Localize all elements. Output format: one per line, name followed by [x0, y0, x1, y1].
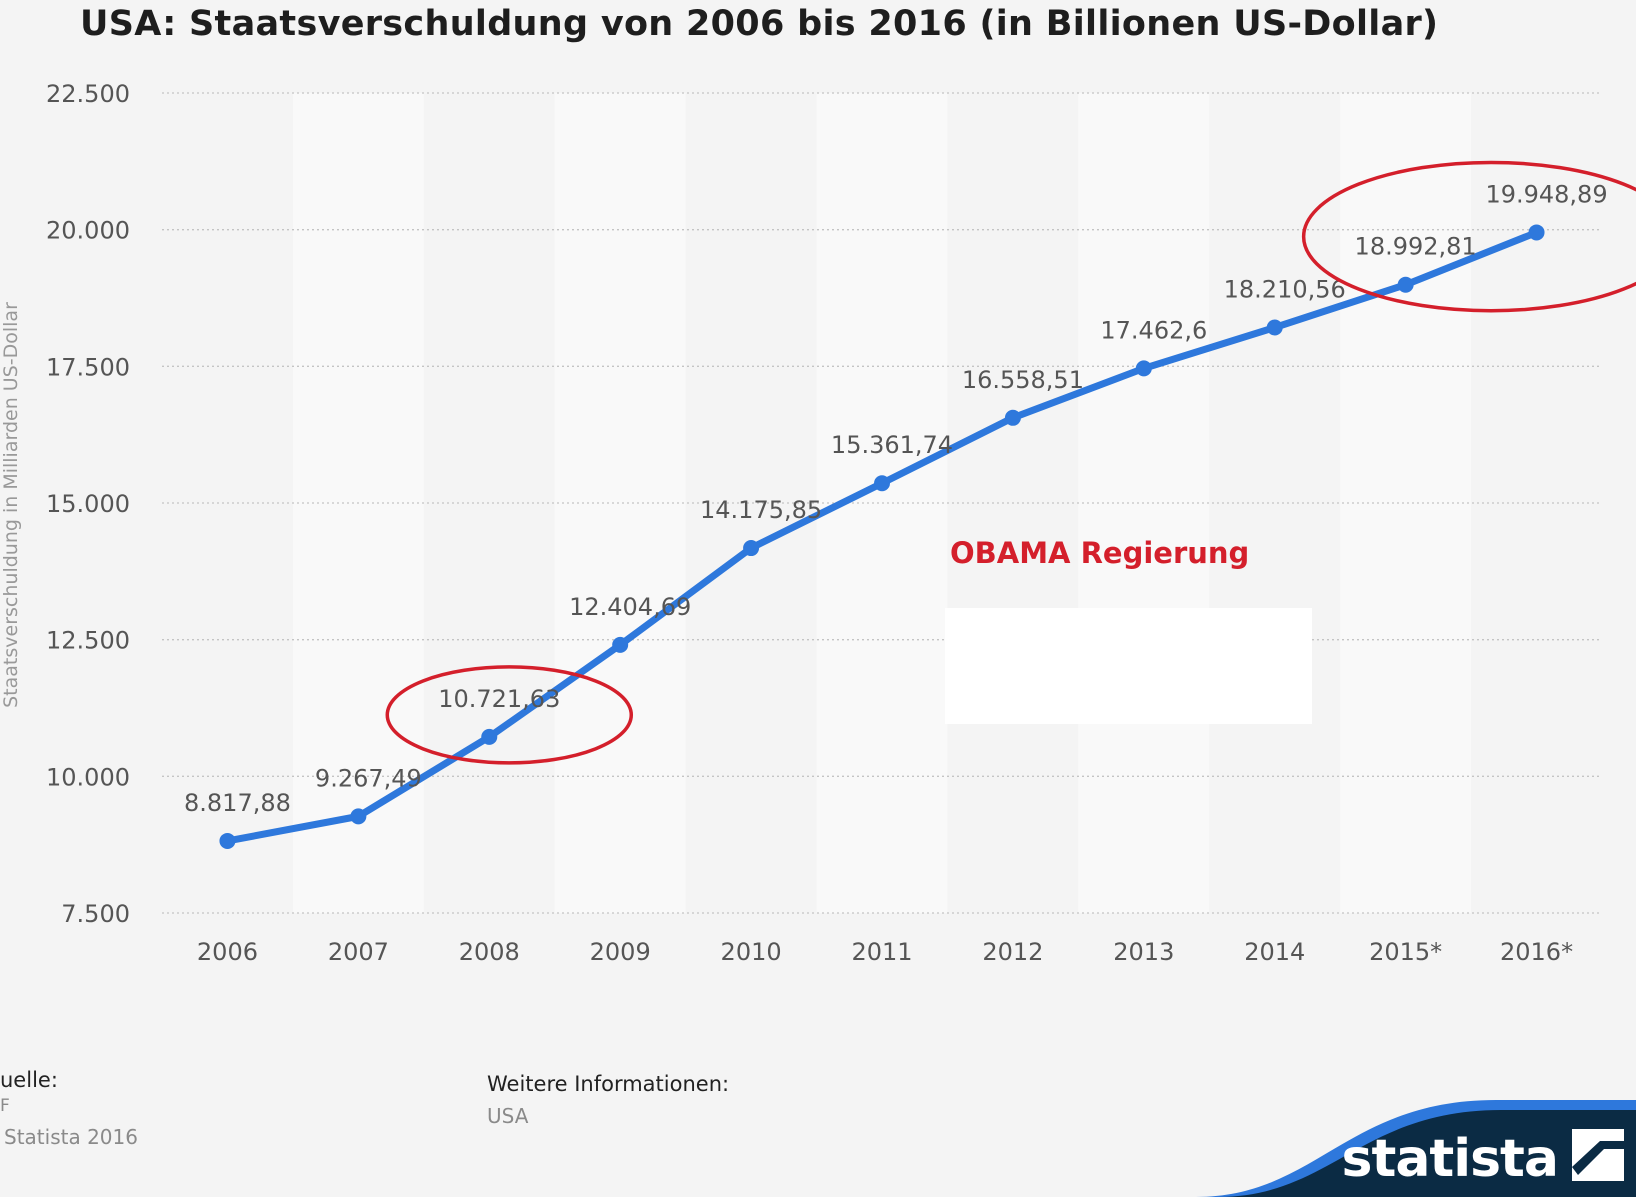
data-labels: 8.817,88 9.267,49 10.721,63 12.404,69 14.175… — [184, 180, 1608, 816]
data-point — [1266, 319, 1283, 336]
x-tick-label: 2016* — [1500, 938, 1573, 966]
data-point — [481, 728, 498, 745]
x-tick-label: 2008 — [459, 938, 520, 966]
y-tick-label: 20.000 — [46, 217, 130, 245]
x-tick-label: 2015* — [1369, 938, 1442, 966]
y-tick-label: 15.000 — [46, 490, 130, 518]
x-tick-label: 2007 — [328, 938, 389, 966]
data-point — [219, 832, 236, 849]
info-value: USA — [487, 1104, 529, 1128]
data-point — [350, 808, 367, 825]
x-tick-label: 2009 — [590, 938, 651, 966]
y-tick-label: 10.000 — [46, 763, 130, 791]
data-label: 8.817,88 — [184, 789, 291, 817]
source-label: uelle: — [0, 1068, 58, 1092]
info-label: Weitere Informationen: — [487, 1072, 730, 1096]
data-point — [1397, 276, 1414, 293]
series-line — [219, 224, 1545, 849]
annotation-text: OBAMA Regierung — [950, 536, 1249, 570]
data-label: 15.361,74 — [831, 431, 953, 459]
column-band — [1340, 93, 1472, 913]
source-line-1: F — [0, 1096, 10, 1116]
x-axis-ticks: 2006 2007 2008 2009 2010 2011 2012 2013 2014 2015… — [197, 938, 1573, 966]
highlight-ellipses — [385, 160, 1636, 765]
data-label: 10.721,63 — [438, 685, 560, 713]
x-tick-label: 2014 — [1244, 938, 1305, 966]
grid-lines — [162, 92, 1602, 914]
data-point — [1135, 360, 1152, 377]
column-band — [554, 93, 686, 913]
statista-logo-text[interactable]: statista — [1341, 1129, 1559, 1189]
source-line-2: Statista 2016 — [4, 1125, 138, 1149]
y-tick-label: 22.500 — [46, 80, 130, 108]
data-label: 16.558,51 — [962, 366, 1084, 394]
chart-title: USA: Staatsverschuldung von 2006 bis 201… — [80, 4, 1439, 44]
data-point — [743, 540, 760, 557]
data-label: 12.404,69 — [569, 593, 691, 621]
data-label: 18.210,56 — [1224, 275, 1346, 303]
highlight-ellipse — [1301, 160, 1636, 313]
x-tick-label: 2006 — [197, 938, 258, 966]
x-tick-label: 2010 — [721, 938, 782, 966]
y-tick-label: 7.500 — [61, 900, 130, 928]
data-point — [1004, 409, 1021, 426]
x-tick-label: 2011 — [851, 938, 912, 966]
white-box — [945, 608, 1312, 724]
y-axis-ticks: 7.500 10.000 12.500 15.000 17.500 20.000 22.50… — [46, 80, 130, 928]
data-label: 18.992,81 — [1355, 233, 1477, 261]
data-point — [1528, 224, 1545, 241]
highlight-ellipse — [385, 665, 634, 765]
y-axis-label: Staatsverschuldung in Milliarden US-Doll… — [0, 302, 22, 708]
data-label: 19.948,89 — [1485, 180, 1607, 208]
x-tick-label: 2013 — [1113, 938, 1174, 966]
statista-logo-icon[interactable] — [1570, 1127, 1626, 1183]
y-tick-label: 17.500 — [46, 353, 130, 381]
x-tick-label: 2012 — [982, 938, 1043, 966]
data-label: 17.462,6 — [1100, 316, 1207, 344]
data-label: 14.175,85 — [700, 496, 822, 524]
data-label: 9.267,49 — [315, 764, 422, 792]
y-tick-label: 12.500 — [46, 627, 130, 655]
data-point — [612, 636, 629, 653]
data-point — [874, 475, 890, 492]
brand-band — [1196, 1100, 1636, 1197]
